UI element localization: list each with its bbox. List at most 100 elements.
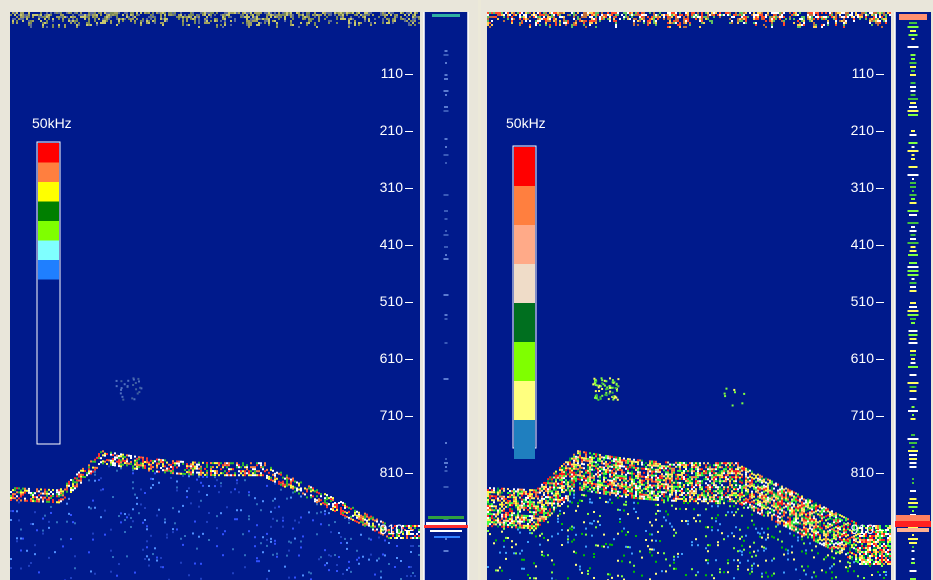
seabed-echo [703, 472, 705, 475]
seabed-echo [254, 468, 256, 471]
surface-echo [783, 16, 785, 18]
seabed-echo [493, 495, 495, 498]
seabed-echo [689, 476, 691, 479]
seabed-echo [282, 484, 284, 487]
seabed-echo [759, 500, 761, 503]
seabed-echo [82, 467, 84, 470]
seabed-echo [487, 517, 489, 519]
seabed-echo [753, 499, 755, 502]
seabed-echo [729, 470, 731, 473]
sub-bottom-echo [200, 562, 202, 565]
seabed-echo [72, 487, 74, 490]
sub-bottom-echo [208, 539, 210, 542]
seabed-echo [362, 515, 364, 518]
sub-bottom-echo [110, 549, 112, 552]
seabed-echo [535, 517, 537, 520]
seabed-echo [503, 495, 505, 498]
sub-bottom-echo [56, 521, 58, 524]
seabed-echo [501, 517, 503, 520]
surface-echo [825, 16, 827, 18]
sub-bottom-echo [611, 576, 613, 579]
surface-echo [270, 12, 272, 14]
seabed-echo [571, 465, 573, 468]
seabed-echo [489, 497, 491, 500]
surface-echo [222, 16, 224, 18]
sub-bottom-echo [248, 491, 250, 494]
seabed-echo [541, 507, 543, 510]
surface-echo [671, 12, 673, 14]
seabed-echo [597, 481, 599, 484]
seabed-echo [761, 487, 763, 490]
seabed-echo [579, 474, 581, 477]
seabed-echo [517, 514, 519, 517]
surface-echo [140, 12, 142, 14]
seabed-echo [497, 497, 499, 500]
surface-echo [66, 12, 68, 14]
seabed-echo [669, 473, 671, 476]
seabed-echo [519, 488, 521, 491]
surface-echo [106, 14, 108, 16]
surface-echo [364, 20, 366, 22]
surface-echo [797, 14, 799, 16]
seabed-echo [553, 502, 555, 505]
seabed-echo [527, 522, 529, 525]
seabed-echo [713, 500, 715, 503]
seabed-echo [80, 475, 82, 478]
seabed-echo [521, 526, 523, 529]
seabed-echo [651, 478, 653, 481]
strip-echo [445, 230, 447, 232]
surface-echo [823, 18, 825, 20]
seabed-echo [108, 459, 110, 462]
surface-echo [757, 12, 759, 14]
surface-echo [675, 20, 677, 22]
seabed-echo [559, 472, 561, 475]
surface-echo [170, 14, 172, 16]
seabed-echo [56, 491, 58, 494]
surface-echo [192, 12, 194, 14]
surface-echo [883, 14, 885, 16]
seabed-echo [651, 476, 653, 479]
seabed-echo [202, 471, 204, 474]
seabed-echo [719, 498, 721, 501]
sub-bottom-echo [627, 546, 629, 549]
sub-bottom-echo [408, 566, 410, 568]
seabed-echo [749, 495, 751, 498]
sub-bottom-echo [178, 510, 180, 513]
seabed-echo [326, 502, 328, 505]
surface-echo [875, 12, 877, 14]
surface-echo [112, 12, 114, 14]
seabed-echo [112, 460, 114, 463]
seabed-echo [386, 529, 388, 532]
seabed-echo [689, 470, 691, 473]
seabed-echo [18, 491, 20, 494]
seabed-echo [637, 489, 639, 492]
surface-echo [182, 24, 184, 26]
surface-echo [595, 26, 597, 28]
seabed-echo [617, 460, 619, 463]
seabed-echo [715, 498, 717, 501]
seabed-echo [775, 514, 777, 517]
seabed-echo [60, 494, 62, 497]
seabed-echo [765, 499, 767, 502]
seabed-echo [747, 500, 749, 503]
surface-echo [210, 20, 212, 22]
seabed-echo [613, 474, 615, 477]
surface-echo [248, 24, 250, 26]
sub-bottom-echo [727, 511, 729, 514]
sub-bottom-echo [186, 496, 188, 499]
surface-echo [268, 22, 270, 24]
surface-echo [46, 14, 48, 16]
surface-echo [224, 22, 226, 24]
surface-echo [847, 14, 849, 16]
seabed-echo [561, 464, 563, 467]
seabed-echo [587, 465, 589, 468]
sub-bottom-echo [765, 559, 767, 562]
seabed-echo [711, 474, 713, 477]
surface-echo [589, 24, 591, 26]
seabed-echo [627, 490, 629, 493]
surface-echo [242, 12, 244, 14]
seabed-echo [525, 506, 527, 509]
sub-bottom-echo [272, 517, 274, 520]
surface-echo [290, 14, 292, 16]
seabed-echo [214, 470, 216, 473]
